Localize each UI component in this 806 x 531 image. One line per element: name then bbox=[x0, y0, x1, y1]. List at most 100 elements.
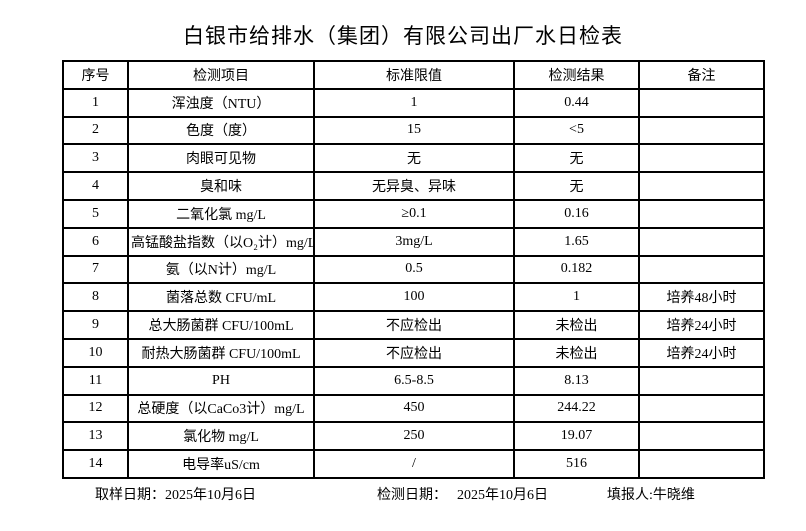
table-cell: 不应检出 bbox=[313, 337, 515, 368]
table-cell: 浑浊度（NTU） bbox=[127, 87, 315, 118]
reporter-label: 填报人: bbox=[607, 488, 653, 503]
table-cell: 二氧化氯 mg/L bbox=[127, 198, 315, 229]
table-row: 12 总硬度（以CaCo3计）mg/L 450 244.22 bbox=[62, 393, 765, 424]
table-cell: 菌落总数 CFU/mL bbox=[127, 282, 315, 313]
table-cell: 无异臭、异味 bbox=[313, 171, 515, 201]
table-cell: 19.07 bbox=[513, 421, 640, 452]
table-cell: 8.13 bbox=[513, 365, 640, 396]
table-cell bbox=[638, 449, 765, 479]
table-header-row: 序号 检测项目 标准限值 检测结果 备注 bbox=[62, 60, 765, 90]
table-cell: 1 bbox=[62, 87, 129, 118]
table-cell: 肉眼可见物 bbox=[127, 143, 315, 174]
table-cell: 244.22 bbox=[513, 393, 640, 424]
sampling-date-value: 2025年10月6日 bbox=[165, 488, 256, 503]
header-cell-limit: 标准限值 bbox=[313, 60, 515, 90]
table-cell: 0.44 bbox=[513, 87, 640, 118]
table-cell: PH bbox=[127, 365, 315, 396]
table-cell: 10 bbox=[62, 337, 129, 368]
table-cell: 0.16 bbox=[513, 198, 640, 229]
table-cell: 无 bbox=[513, 143, 640, 174]
sampling-date-label: 取样日期： bbox=[95, 488, 165, 503]
table-cell: 516 bbox=[513, 449, 640, 479]
table-cell: 臭和味 bbox=[127, 171, 315, 201]
table-cell: 4 bbox=[62, 171, 129, 201]
table-cell bbox=[638, 393, 765, 424]
table-cell: 11 bbox=[62, 365, 129, 396]
table-cell: 3mg/L bbox=[313, 226, 515, 257]
table-cell: 培养24小时 bbox=[638, 310, 765, 340]
table-row: 1 浑浊度（NTU） 1 0.44 bbox=[62, 87, 765, 118]
table-cell: 耐热大肠菌群 CFU/100mL bbox=[127, 337, 315, 368]
table-cell: 8 bbox=[62, 282, 129, 313]
table-cell: 450 bbox=[313, 393, 515, 424]
table-cell: 0.5 bbox=[313, 254, 515, 285]
table-cell: 13 bbox=[62, 421, 129, 452]
sampling-date: 取样日期：2025年10月6日 bbox=[95, 484, 256, 504]
footer: 取样日期：2025年10月6日 检测日期： 2025年10月6日 填报人:牛晓维 bbox=[0, 484, 806, 504]
table-cell: 色度（度） bbox=[127, 115, 315, 146]
table-cell: 总硬度（以CaCo3计）mg/L bbox=[127, 393, 315, 424]
table-cell bbox=[638, 365, 765, 396]
table-row: 13 氯化物 mg/L 250 19.07 bbox=[62, 421, 765, 452]
table-cell: 6.5-8.5 bbox=[313, 365, 515, 396]
table-cell: 无 bbox=[313, 143, 515, 174]
table-row: 14 电导率uS/cm/516 bbox=[62, 449, 765, 479]
table-row: 9 总大肠菌群 CFU/100mL 不应检出 未检出 培养24小时 bbox=[62, 310, 765, 340]
table-cell bbox=[638, 421, 765, 452]
table-cell: 250 bbox=[313, 421, 515, 452]
table-cell bbox=[638, 198, 765, 229]
table-cell: <5 bbox=[513, 115, 640, 146]
table-cell: 100 bbox=[313, 282, 515, 313]
table-cell: 氯化物 mg/L bbox=[127, 421, 315, 452]
table-row: 11 PH 6.5-8.5 8.13 bbox=[62, 365, 765, 396]
table-cell: 总大肠菌群 CFU/100mL bbox=[127, 310, 315, 340]
table-row: 6 高锰酸盐指数（以O₂计）mg/L 3mg/L 1.65 bbox=[62, 226, 765, 257]
header-cell-result: 检测结果 bbox=[513, 60, 640, 90]
table-body: 1 浑浊度（NTU） 1 0.44 2 色度（度） 15 <5 3 肉眼可见物无无 4 臭和味 无异臭、… bbox=[62, 87, 765, 479]
table-cell: / bbox=[313, 449, 515, 479]
table-cell: 7 bbox=[62, 254, 129, 285]
table-row: 10 耐热大肠菌群 CFU/100mL 不应检出 未检出 培养24小时 bbox=[62, 337, 765, 368]
test-date-value: 2025年10月6日 bbox=[457, 488, 548, 503]
table-cell bbox=[638, 143, 765, 174]
test-date: 检测日期： 2025年10月6日 bbox=[377, 484, 548, 504]
table-cell: 3 bbox=[62, 143, 129, 174]
table-row: 5 二氧化氯 mg/L ≥0.1 0.16 bbox=[62, 198, 765, 229]
table-cell: 1 bbox=[513, 282, 640, 313]
test-date-label: 检测日期： bbox=[377, 488, 447, 503]
table-cell: 12 bbox=[62, 393, 129, 424]
inspection-table: 序号 检测项目 标准限值 检测结果 备注 1 浑浊度（NTU） 1 0.44 2 色度（度… bbox=[62, 60, 765, 479]
table-cell: 15 bbox=[313, 115, 515, 146]
table-row: 7 氨（以N计）mg/L 0.5 0.182 bbox=[62, 254, 765, 285]
table-cell: 不应检出 bbox=[313, 310, 515, 340]
table-row: 4 臭和味 无异臭、异味无 bbox=[62, 171, 765, 201]
reporter-value: 牛晓维 bbox=[652, 488, 695, 503]
page-title: 白银市给排水（集团）有限公司出厂水日检表 bbox=[183, 24, 623, 48]
table-cell: 未检出 bbox=[513, 337, 640, 368]
table-cell: 未检出 bbox=[513, 310, 640, 340]
header-cell-index: 序号 bbox=[62, 60, 129, 90]
header-cell-item: 检测项目 bbox=[127, 60, 315, 90]
table-cell: ≥0.1 bbox=[313, 198, 515, 229]
table-cell: 9 bbox=[62, 310, 129, 340]
table-row: 2 色度（度） 15 <5 bbox=[62, 115, 765, 146]
table-cell: 电导率uS/cm bbox=[127, 449, 315, 479]
table-cell: 培养24小时 bbox=[638, 337, 765, 368]
table-cell bbox=[638, 171, 765, 201]
reporter: 填报人:牛晓维 bbox=[607, 484, 695, 504]
header-cell-remark: 备注 bbox=[638, 60, 765, 90]
table-cell: 氨（以N计）mg/L bbox=[127, 254, 315, 285]
table-cell bbox=[638, 226, 765, 257]
table-cell bbox=[638, 87, 765, 118]
table-cell: 14 bbox=[62, 449, 129, 479]
table-cell bbox=[638, 115, 765, 146]
table-cell bbox=[638, 254, 765, 285]
table-cell: 0.182 bbox=[513, 254, 640, 285]
table-cell: 5 bbox=[62, 198, 129, 229]
table-row: 3 肉眼可见物无无 bbox=[62, 143, 765, 174]
table-cell: 6 bbox=[62, 226, 129, 257]
table-cell: 1.65 bbox=[513, 226, 640, 257]
table-cell: 无 bbox=[513, 171, 640, 201]
table-cell: 2 bbox=[62, 115, 129, 146]
table-row: 8 菌落总数 CFU/mL 100 1 培养48小时 bbox=[62, 282, 765, 313]
